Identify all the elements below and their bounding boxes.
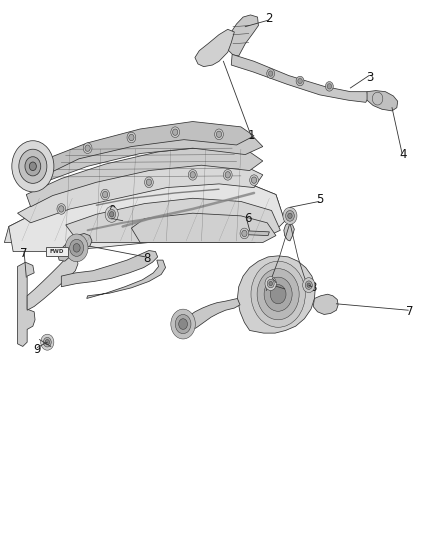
Circle shape	[303, 278, 315, 293]
Text: 9: 9	[108, 204, 116, 217]
Circle shape	[327, 84, 332, 89]
Polygon shape	[182, 298, 240, 332]
Polygon shape	[131, 213, 276, 243]
Text: 2: 2	[265, 12, 273, 25]
Circle shape	[65, 234, 88, 262]
Circle shape	[325, 82, 333, 91]
Circle shape	[242, 230, 247, 237]
Circle shape	[127, 132, 136, 143]
Circle shape	[41, 334, 54, 350]
Circle shape	[45, 340, 49, 345]
Circle shape	[286, 211, 294, 221]
Circle shape	[43, 337, 51, 347]
Circle shape	[264, 277, 292, 311]
Polygon shape	[4, 179, 285, 243]
Circle shape	[105, 206, 118, 222]
Circle shape	[59, 206, 64, 212]
Circle shape	[110, 212, 114, 217]
Polygon shape	[26, 147, 263, 207]
Text: 1: 1	[248, 130, 256, 142]
Polygon shape	[367, 91, 398, 111]
Circle shape	[257, 269, 299, 320]
Circle shape	[29, 162, 36, 171]
Text: 6: 6	[244, 212, 251, 225]
Circle shape	[171, 127, 180, 138]
Circle shape	[179, 319, 187, 329]
Circle shape	[215, 129, 223, 140]
Circle shape	[251, 261, 305, 327]
Circle shape	[85, 145, 90, 151]
Polygon shape	[35, 131, 263, 182]
Circle shape	[372, 92, 383, 105]
Circle shape	[190, 172, 195, 178]
Polygon shape	[243, 231, 269, 236]
Circle shape	[305, 281, 312, 289]
Circle shape	[267, 69, 275, 78]
Text: 4: 4	[399, 148, 407, 161]
Circle shape	[83, 143, 92, 154]
Polygon shape	[228, 15, 258, 56]
Polygon shape	[284, 223, 294, 241]
Circle shape	[307, 283, 311, 287]
Circle shape	[188, 169, 197, 180]
Circle shape	[283, 207, 297, 224]
FancyBboxPatch shape	[46, 247, 68, 256]
Polygon shape	[231, 54, 368, 102]
Circle shape	[102, 191, 108, 198]
Text: 8: 8	[143, 252, 150, 265]
Text: 7: 7	[20, 247, 28, 260]
Polygon shape	[66, 198, 280, 243]
Circle shape	[145, 177, 153, 188]
Circle shape	[240, 228, 249, 239]
Circle shape	[269, 281, 272, 286]
Circle shape	[146, 179, 152, 185]
Polygon shape	[313, 294, 338, 314]
Circle shape	[268, 71, 273, 76]
Circle shape	[250, 175, 258, 185]
Polygon shape	[27, 255, 78, 310]
Text: 9: 9	[33, 343, 41, 356]
Text: 8: 8	[310, 281, 317, 294]
Circle shape	[251, 177, 257, 183]
Circle shape	[225, 172, 230, 178]
Circle shape	[70, 239, 84, 256]
Circle shape	[12, 141, 54, 192]
Polygon shape	[18, 163, 263, 223]
Circle shape	[288, 213, 292, 219]
Circle shape	[101, 189, 110, 200]
Circle shape	[173, 129, 178, 135]
Circle shape	[73, 244, 80, 252]
Circle shape	[296, 76, 304, 86]
Circle shape	[57, 204, 66, 214]
Circle shape	[298, 78, 302, 84]
Circle shape	[171, 309, 195, 339]
Polygon shape	[61, 251, 158, 287]
Text: 5: 5	[316, 193, 323, 206]
Circle shape	[108, 209, 116, 219]
Circle shape	[216, 131, 222, 138]
Polygon shape	[18, 262, 35, 346]
Text: 7: 7	[406, 305, 413, 318]
Polygon shape	[44, 122, 254, 172]
Circle shape	[223, 169, 232, 180]
Circle shape	[270, 285, 286, 304]
Circle shape	[129, 134, 134, 141]
Circle shape	[19, 149, 47, 183]
Circle shape	[175, 314, 191, 334]
Circle shape	[267, 279, 274, 288]
Circle shape	[25, 157, 41, 176]
Polygon shape	[9, 179, 285, 252]
Polygon shape	[237, 256, 315, 333]
Circle shape	[265, 277, 276, 290]
Polygon shape	[87, 260, 166, 298]
Text: 9: 9	[270, 273, 278, 286]
Polygon shape	[195, 29, 234, 67]
Polygon shape	[58, 233, 92, 261]
Text: 3: 3	[367, 71, 374, 84]
Text: FWD: FWD	[50, 249, 64, 254]
